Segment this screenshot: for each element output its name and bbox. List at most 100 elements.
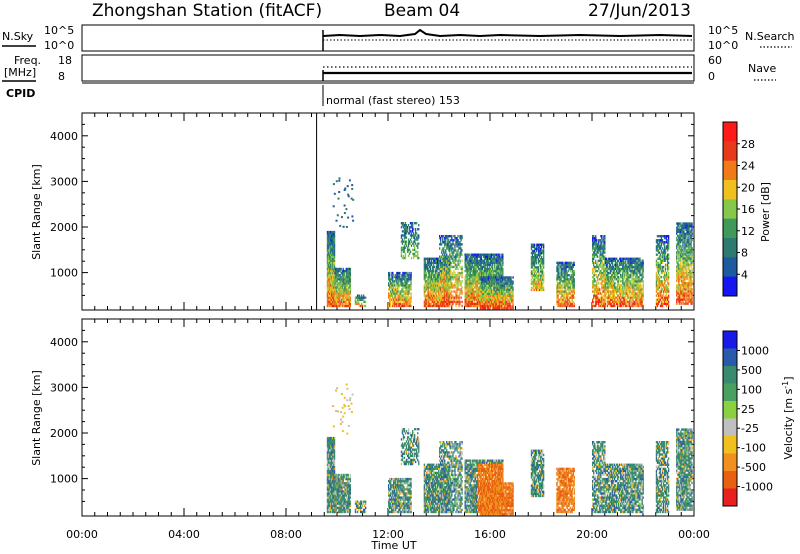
power-cell xyxy=(444,288,446,291)
power-cell xyxy=(428,265,431,269)
power-cell xyxy=(616,302,618,306)
power-cell xyxy=(614,290,617,293)
power-cell xyxy=(484,298,487,302)
power-cell xyxy=(332,282,335,285)
power-cell xyxy=(441,276,443,279)
power-cell xyxy=(543,276,545,279)
power-cell xyxy=(326,271,329,275)
power-cell xyxy=(465,257,467,260)
power-cell xyxy=(531,256,534,259)
power-cell xyxy=(423,274,426,277)
power-cell xyxy=(326,257,329,260)
power-cell xyxy=(438,278,440,281)
power-cell xyxy=(483,290,486,293)
power-cell xyxy=(624,269,626,273)
power-cell xyxy=(561,286,563,289)
power-cell xyxy=(449,265,451,269)
power-cell xyxy=(571,300,573,304)
power-cell xyxy=(500,294,502,298)
power-cell xyxy=(621,288,623,291)
power-cell xyxy=(326,276,329,279)
power-cell xyxy=(592,302,594,306)
power-cell xyxy=(334,294,336,297)
power-cell xyxy=(621,276,623,279)
power-cell xyxy=(448,267,450,271)
power-cell xyxy=(540,258,542,261)
power-cell xyxy=(334,292,336,295)
power-cell xyxy=(472,298,475,301)
power-cell xyxy=(330,278,333,281)
power-cell xyxy=(534,282,537,285)
power-cell xyxy=(474,274,477,277)
power-cell xyxy=(478,286,481,289)
power-cell xyxy=(625,300,627,304)
power-cell xyxy=(330,282,333,285)
power-cell xyxy=(596,294,598,297)
power-cell xyxy=(473,276,476,279)
power-cell xyxy=(467,288,469,291)
power-cell xyxy=(530,280,533,283)
power-cell xyxy=(427,290,430,293)
power-cell xyxy=(503,278,505,281)
power-cell xyxy=(479,276,482,279)
power-cell xyxy=(326,265,329,269)
power-cell xyxy=(541,245,543,249)
power-cell xyxy=(435,278,438,281)
power-cell xyxy=(504,280,506,283)
power-cell xyxy=(502,280,504,283)
power-cell xyxy=(568,280,570,283)
power-cell xyxy=(537,262,540,265)
power-cell xyxy=(613,296,616,299)
power-cell xyxy=(610,296,613,299)
power-cell xyxy=(498,269,500,273)
power-cell xyxy=(450,280,452,283)
power-cell xyxy=(338,300,340,304)
power-cell xyxy=(468,304,470,308)
power-cell xyxy=(388,294,390,297)
power-cell xyxy=(625,290,627,293)
power-cell xyxy=(341,292,343,295)
power-cell xyxy=(502,300,504,304)
power-cell xyxy=(611,271,614,275)
power-cell xyxy=(611,267,614,271)
power-cell xyxy=(592,276,594,279)
power-cell xyxy=(625,286,627,289)
power-cell xyxy=(331,276,334,279)
power-cell xyxy=(511,282,513,285)
power-cell xyxy=(426,276,429,279)
power-cell xyxy=(409,234,412,237)
power-cell xyxy=(482,294,485,297)
power-cell xyxy=(597,249,599,252)
power-cell xyxy=(627,294,629,297)
power-cell xyxy=(336,298,338,301)
power-cell xyxy=(595,247,597,250)
power-cell xyxy=(409,302,411,306)
power-cell xyxy=(603,243,605,246)
power-cell xyxy=(396,298,398,301)
power-cell xyxy=(512,286,514,289)
power-cell xyxy=(468,267,470,271)
power-cell xyxy=(404,276,406,279)
power-cell xyxy=(595,274,597,277)
power-cell xyxy=(404,271,406,275)
power-cell xyxy=(333,245,336,248)
power-cell xyxy=(326,290,329,293)
power-cell xyxy=(470,255,472,258)
power-cell xyxy=(535,253,538,257)
power-cell xyxy=(449,271,451,275)
power-cell xyxy=(459,241,461,244)
power-cell xyxy=(619,263,621,267)
power-cell xyxy=(403,248,406,252)
power-cell xyxy=(330,280,333,283)
power-cell xyxy=(457,271,459,275)
power-cell xyxy=(598,290,600,293)
power-cell xyxy=(566,300,568,304)
power-cell xyxy=(446,292,448,295)
power-cell xyxy=(567,280,569,283)
power-cell xyxy=(493,280,495,283)
power-cell xyxy=(444,294,446,297)
power-cell xyxy=(488,255,490,258)
power-cell xyxy=(564,265,566,269)
power-cell xyxy=(605,274,608,277)
power-cell xyxy=(437,271,439,275)
